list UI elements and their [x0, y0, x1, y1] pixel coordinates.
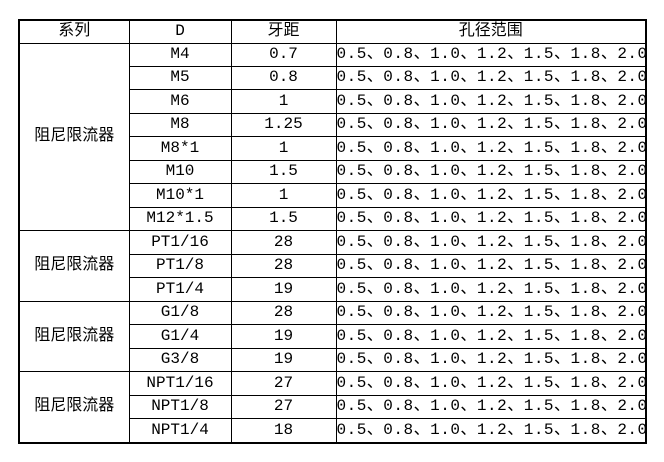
pitch-cell: 28: [230, 300, 337, 326]
pitch-cell: 1: [230, 136, 337, 161]
d-cell: M6: [128, 89, 232, 114]
pitch-cell: 27: [230, 371, 337, 396]
pitch-cell: 27: [230, 394, 337, 420]
range-cell: 0.5、0.8、1.0、1.2、1.5、1.8、2.0: [335, 159, 647, 185]
d-cell: NPT1/4: [128, 418, 232, 444]
range-cell: 0.5、0.8、1.0、1.2、1.5、1.8、2.0: [335, 65, 647, 91]
pitch-cell: 0.8: [230, 65, 337, 91]
d-cell: M5: [128, 65, 232, 91]
d-cell: M8: [128, 112, 232, 138]
pitch-cell: 19: [230, 324, 337, 349]
range-cell: 0.5、0.8、1.0、1.2、1.5、1.8、2.0: [335, 89, 647, 114]
table-row: M8 1.25 0.5、0.8、1.0、1.2、1.5、1.8、2.0: [19, 112, 647, 138]
d-cell: M10*1: [128, 183, 232, 208]
table-row: M6 1 0.5、0.8、1.0、1.2、1.5、1.8、2.0: [19, 89, 647, 114]
pitch-cell: 1.5: [230, 159, 337, 185]
range-cell: 0.5、0.8、1.0、1.2、1.5、1.8、2.0: [335, 183, 647, 208]
table-row: M12*1.5 1.5 0.5、0.8、1.0、1.2、1.5、1.8、2.0: [19, 206, 647, 232]
d-cell: M4: [128, 42, 232, 67]
d-cell: NPT1/16: [128, 371, 232, 396]
pitch-cell: 18: [230, 418, 337, 444]
d-cell: M8*1: [128, 136, 232, 161]
table-row: 阻尼限流器 G1/8 28 0.5、0.8、1.0、1.2、1.5、1.8、2.…: [18, 300, 647, 373]
table-row: 阻尼限流器 PT1/16 28 0.5、0.8、1.0、1.2、1.5、1.8、…: [18, 230, 647, 302]
d-cell: G3/8: [128, 347, 232, 373]
d-cell: M12*1.5: [128, 206, 232, 232]
range-cell: 0.5、0.8、1.0、1.2、1.5、1.8、2.0: [335, 418, 647, 444]
series-cell: 阻尼限流器: [18, 300, 130, 373]
thread-spec-table: 系列 D 牙距 孔径范围 阻尼限流器 M4 0.7 0.5、0.8、1.0、1.…: [18, 19, 647, 444]
col-header-range: 孔径范围: [335, 19, 647, 44]
pitch-cell: 19: [230, 277, 337, 302]
range-cell: 0.5、0.8、1.0、1.2、1.5、1.8、2.0: [335, 230, 647, 255]
d-cell: NPT1/8: [128, 394, 232, 420]
col-header-pitch: 牙距: [230, 19, 337, 44]
pitch-cell: 0.7: [230, 42, 337, 67]
table-row: NPT1/4 18 0.5、0.8、1.0、1.2、1.5、1.8、2.0: [19, 418, 647, 444]
range-cell: 0.5、0.8、1.0、1.2、1.5、1.8、2.0: [335, 394, 647, 420]
series-cell: 阻尼限流器: [18, 371, 130, 444]
pitch-cell: 1: [230, 89, 337, 114]
pitch-cell: 1: [230, 183, 337, 208]
d-cell: PT1/8: [128, 253, 232, 279]
range-cell: 0.5、0.8、1.0、1.2、1.5、1.8、2.0: [335, 112, 647, 138]
pitch-cell: 28: [230, 230, 337, 255]
range-cell: 0.5、0.8、1.0、1.2、1.5、1.8、2.0: [335, 324, 647, 349]
pitch-cell: 1.5: [230, 206, 337, 232]
table-row: 阻尼限流器 NPT1/16 27 0.5、0.8、1.0、1.2、1.5、1.8…: [18, 371, 647, 444]
range-cell: 0.5、0.8、1.0、1.2、1.5、1.8、2.0: [335, 253, 647, 279]
range-cell: 0.5、0.8、1.0、1.2、1.5、1.8、2.0: [335, 347, 647, 373]
d-cell: G1/4: [128, 324, 232, 349]
header-row: 系列 D 牙距 孔径范围: [18, 19, 647, 44]
table-row: G3/8 19 0.5、0.8、1.0、1.2、1.5、1.8、2.0: [19, 347, 647, 373]
pitch-cell: 19: [230, 347, 337, 373]
pitch-cell: 1.25: [230, 112, 337, 138]
d-cell: M10: [128, 159, 232, 185]
col-header-d: D: [128, 19, 232, 44]
pitch-cell: 28: [230, 253, 337, 279]
range-cell: 0.5、0.8、1.0、1.2、1.5、1.8、2.0: [335, 206, 647, 232]
range-cell: 0.5、0.8、1.0、1.2、1.5、1.8、2.0: [335, 300, 647, 326]
table-row: M10*1 1 0.5、0.8、1.0、1.2、1.5、1.8、2.0: [19, 183, 647, 208]
range-cell: 0.5、0.8、1.0、1.2、1.5、1.8、2.0: [335, 136, 647, 161]
d-cell: PT1/16: [128, 230, 232, 255]
table-row: 阻尼限流器 M4 0.7 0.5、0.8、1.0、1.2、1.5、1.8、2.0: [18, 42, 647, 232]
range-cell: 0.5、0.8、1.0、1.2、1.5、1.8、2.0: [335, 42, 647, 67]
series-cell: 阻尼限流器: [18, 230, 130, 302]
d-cell: PT1/4: [128, 277, 232, 302]
table-row: NPT1/8 27 0.5、0.8、1.0、1.2、1.5、1.8、2.0: [19, 394, 647, 420]
d-cell: G1/8: [128, 300, 232, 326]
table-row: PT1/8 28 0.5、0.8、1.0、1.2、1.5、1.8、2.0: [19, 253, 647, 279]
range-cell: 0.5、0.8、1.0、1.2、1.5、1.8、2.0: [335, 277, 647, 302]
series-cell: 阻尼限流器: [18, 42, 130, 232]
range-cell: 0.5、0.8、1.0、1.2、1.5、1.8、2.0: [335, 371, 647, 396]
col-header-series: 系列: [18, 19, 130, 44]
